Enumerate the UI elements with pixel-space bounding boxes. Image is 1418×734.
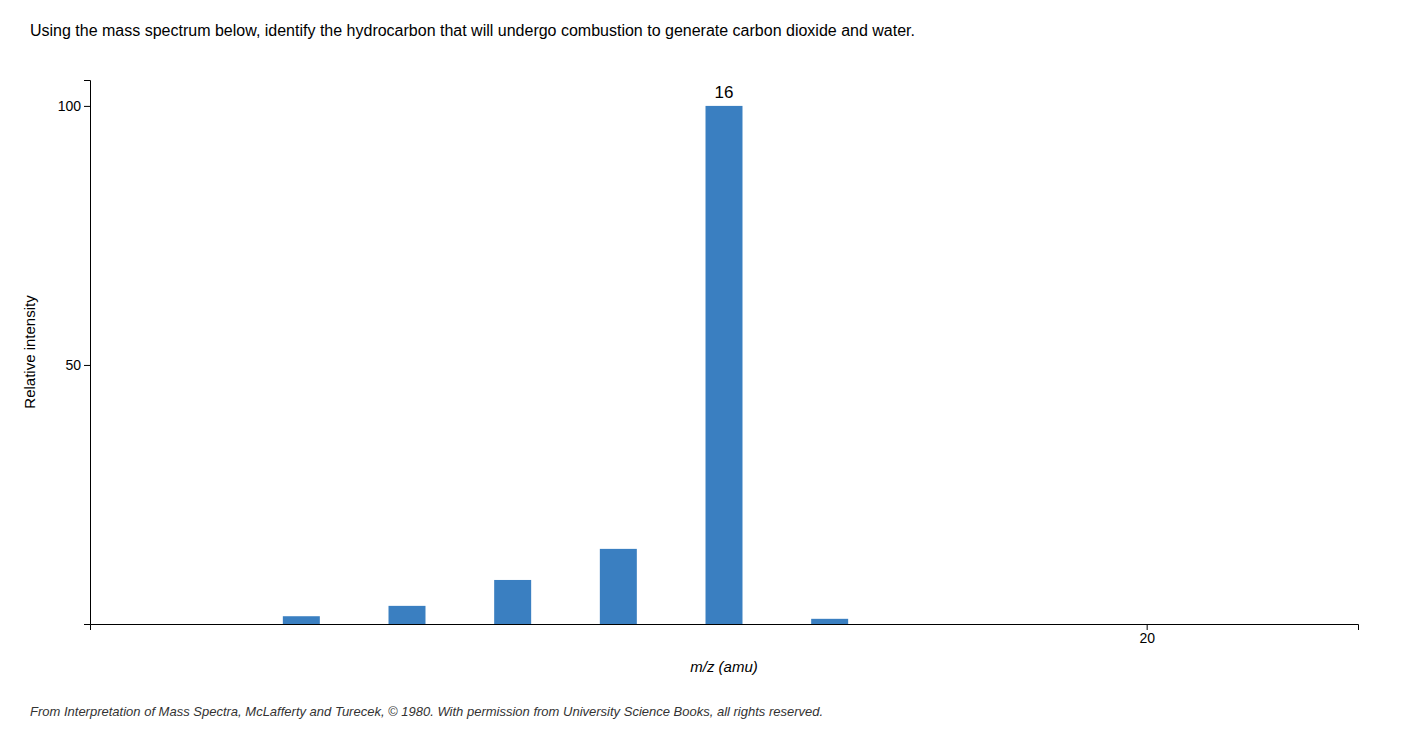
y-tick: 100 [58,98,90,114]
plot: 20 50 100 m/z (amu) Relative intensity 16 [21,81,1359,676]
y-axis: 50 100 [58,81,91,625]
x-tick: 20 [1139,624,1155,646]
x-axis-line [91,625,1359,631]
annotations: 16 [715,83,734,102]
y-tick-mark [84,365,90,366]
bar [811,619,848,624]
y-axis-line [84,81,91,625]
x-tick-label: 20 [1139,630,1155,646]
y-tick-mark [84,106,90,107]
y-axis-label: Relative intensity [21,295,38,409]
bar [494,580,531,624]
title: Using the mass spectrum below, identify … [30,22,915,39]
x-axis: 20 [91,624,1359,646]
chart: Using the mass spectrum below, identify … [0,0,1418,734]
annotation: 16 [715,83,734,102]
bar [389,606,426,624]
y-tick-label: 100 [58,98,82,114]
y-tick-label: 50 [65,357,81,373]
caption: From Interpretation of Mass Spectra, McL… [30,704,823,719]
bar [600,549,637,624]
x-axis-label: m/z (amu) [690,658,758,675]
y-tick: 50 [65,357,90,373]
bar [283,616,320,624]
bars [283,106,848,624]
bar [706,106,743,624]
